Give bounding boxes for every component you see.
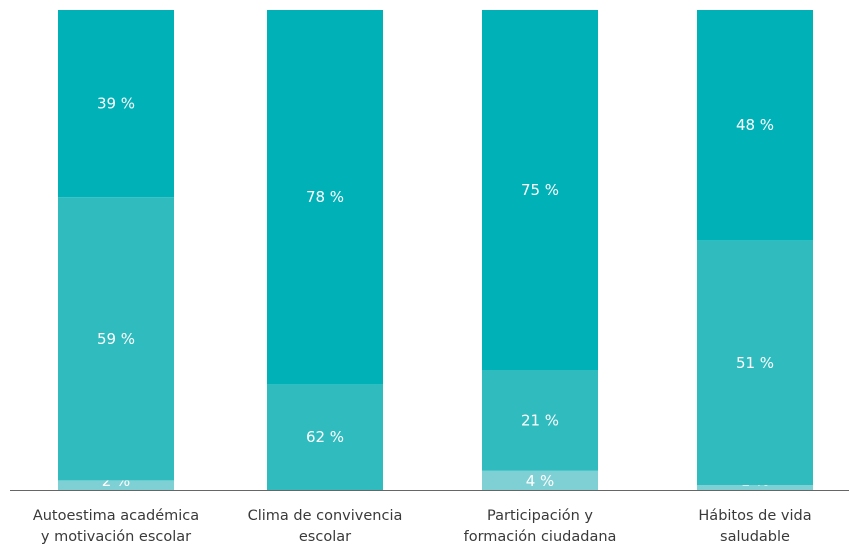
data-label-3-1: 4 %	[526, 472, 555, 490]
bar-segment-2-3	[267, 10, 383, 385]
data-label-3-3: 75 %	[521, 181, 559, 199]
data-label-2-3: 78 %	[306, 188, 344, 206]
bar-segment-1-2	[58, 197, 174, 481]
bar-segment-4-2	[697, 240, 813, 486]
bar-segment-3-3	[482, 10, 598, 370]
bar-segment-4-1	[697, 485, 813, 490]
bar-segment-1-1	[58, 480, 174, 490]
bar-segment-3-1	[482, 470, 598, 490]
bar-segment-3-2	[482, 370, 598, 471]
bars-group: 2 %59 %39 %62 %78 %4 %21 %75 %1 %51 %48 …	[58, 10, 813, 490]
data-label-4-2: 51 %	[736, 354, 774, 372]
data-label-1-2: 59 %	[97, 330, 135, 348]
data-label-4-3: 48 %	[736, 116, 774, 134]
bar-segment-4-3	[697, 10, 813, 241]
bar-segment-1-3	[58, 10, 174, 198]
bar-segment-2-2	[267, 384, 383, 490]
data-label-3-2: 21 %	[521, 411, 559, 429]
category-label-3: Participación y formación ciudadana	[463, 508, 617, 545]
data-label-2-2: 62 %	[306, 428, 344, 446]
category-label-1: Autoestima académica y motivación escola…	[32, 508, 200, 545]
data-label-1-3: 39 %	[97, 95, 135, 113]
category-label-4: Hábitos de vida saludable	[698, 508, 812, 545]
category-label-2: Clima de convivencia escolar	[247, 508, 403, 545]
